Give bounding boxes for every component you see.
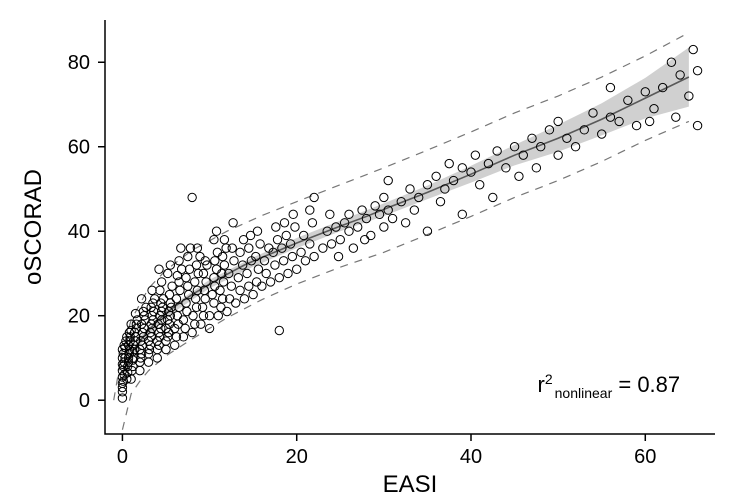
scatter-plot: 0204060020406080EASIoSCORADr2nonlinear =… [0,0,735,504]
y-tick-label: 0 [79,390,90,412]
y-tick-label: 20 [68,306,90,328]
x-tick-label: 20 [286,446,308,468]
x-tick-label: 40 [460,446,482,468]
x-tick-label: 0 [117,446,128,468]
plot-bg [0,0,735,504]
y-tick-label: 60 [68,137,90,159]
y-tick-label: 40 [68,221,90,243]
y-axis-title: oSCORAD [20,169,47,285]
x-tick-label: 60 [634,446,656,468]
x-axis-title: EASI [383,471,438,498]
y-tick-label: 80 [68,52,90,74]
